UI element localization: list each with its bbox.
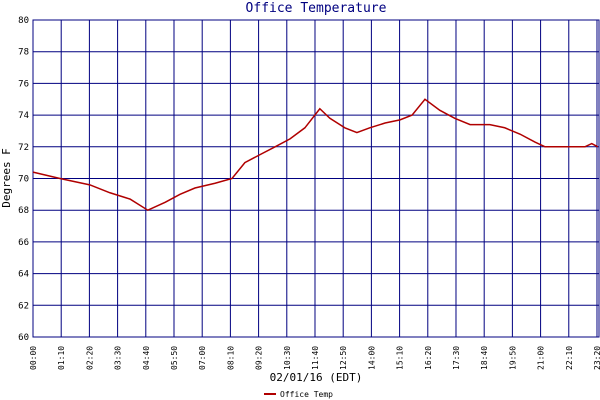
y-axis-label: Degrees F (0, 148, 13, 208)
y-tick-label: 68 (18, 206, 29, 216)
x-tick-label: 02:20 (85, 346, 94, 370)
y-tick-label: 62 (18, 301, 29, 311)
x-tick-label: 15:10 (396, 346, 405, 370)
y-tick-label: 76 (18, 79, 29, 89)
y-tick-label: 64 (18, 270, 29, 280)
x-tick-label: 18:40 (480, 346, 489, 370)
x-tick-label: 17:30 (452, 346, 461, 370)
x-tick-label: 21:00 (537, 346, 546, 370)
x-tick-label: 14:00 (367, 346, 376, 370)
x-tick-label: 22:10 (565, 346, 574, 370)
plot-border (32, 19, 600, 338)
x-tick-label: 11:40 (311, 346, 320, 370)
y-tick-label: 80 (18, 16, 29, 26)
y-tick-label: 66 (18, 238, 29, 248)
legend-label: Office Temp (280, 390, 333, 399)
x-tick-label: 00:00 (29, 346, 38, 370)
y-tick-label: 78 (18, 48, 29, 58)
data-line (32, 98, 599, 212)
x-tick-label: 01:10 (57, 346, 66, 370)
y-tick-label: 74 (18, 111, 29, 121)
x-tick-label: 05:50 (170, 346, 179, 370)
x-tick-label: 04:40 (142, 346, 151, 370)
chart-title: Office Temperature (246, 1, 387, 16)
y-tick-label: 72 (18, 143, 29, 153)
x-tick-label: 19:50 (508, 346, 517, 370)
y-tick-label: 70 (18, 175, 29, 185)
x-axis-label: 02/01/16 (EDT) (270, 371, 363, 384)
x-tick-label: 03:30 (114, 346, 123, 370)
x-tick-label: 08:10 (226, 346, 235, 370)
x-tick-label: 09:20 (255, 346, 264, 370)
x-tick-label: 23:20 (593, 346, 600, 370)
x-tick-label: 12:50 (339, 346, 348, 370)
x-tick-label: 16:20 (424, 346, 433, 370)
x-tick-label: 07:00 (198, 346, 207, 370)
y-tick-label: 60 (18, 333, 29, 343)
x-tick-label: 10:30 (283, 346, 292, 370)
